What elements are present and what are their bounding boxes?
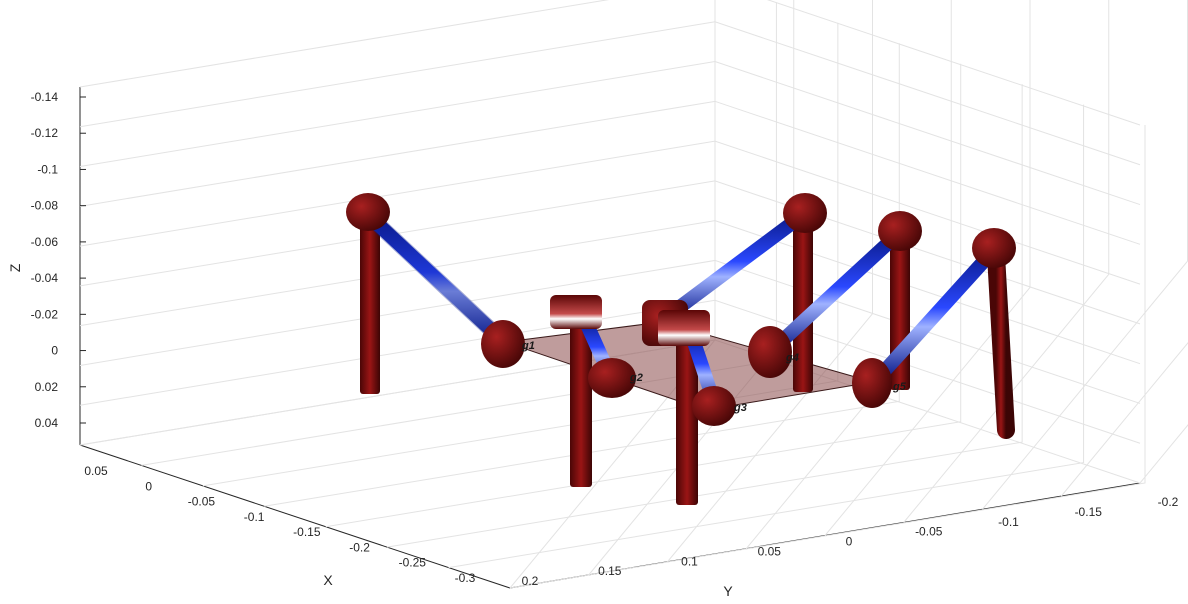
- grid-z-line: [79, 100, 1141, 245]
- grid-z-line: [79, 61, 1141, 206]
- grid-y-line: [1060, 342, 1188, 497]
- leg-3-vertical-rod: [676, 335, 698, 505]
- leg-2-lower-joint: [588, 358, 636, 398]
- x-tick-label: -0.2: [349, 540, 370, 554]
- leg-4-vertical-rod: [793, 222, 813, 392]
- x-tick-labels: 0.05 0 -0.05 -0.1 -0.15 -0.2 -0.25 -0.3: [84, 464, 475, 585]
- grid-y-line: [1139, 424, 1188, 484]
- grid-x-line: [387, 84, 1023, 548]
- leg-3-lower-joint: [692, 386, 736, 426]
- leg-3: [658, 310, 736, 505]
- leg-5-lower-joint: [852, 358, 892, 408]
- leg-4-back: [642, 193, 827, 392]
- y-tick-label: 0.15: [598, 564, 622, 578]
- leg-4b-upper-joint: [878, 211, 922, 251]
- leg-2-vertical-rod: [570, 325, 592, 487]
- leg-4-lower-joint: [748, 326, 792, 378]
- leg-2: [550, 295, 636, 487]
- leg-label-2: g2: [629, 372, 643, 384]
- leg-3-upper-joint: [658, 310, 710, 346]
- leg-5-vertical-rod: [987, 246, 1015, 439]
- z-tick-label: 0.04: [35, 416, 59, 430]
- leg-5-link: [871, 243, 1001, 385]
- z-tick-label: -0.06: [31, 235, 59, 249]
- x-tick-label: -0.05: [188, 495, 216, 509]
- z-tick-label: -0.04: [31, 271, 59, 285]
- z-tick-label: -0.08: [31, 199, 59, 213]
- leg-1-lower-joint: [481, 320, 525, 368]
- z-axis-label: Z: [7, 263, 23, 272]
- grid-y-line: [824, 0, 1031, 536]
- grid-z-line: [79, 0, 1141, 126]
- leg-1-vertical-rod: [360, 218, 380, 394]
- leg-1: [346, 193, 525, 394]
- x-axis-label: X: [323, 572, 333, 588]
- z-tick-label: -0.14: [31, 90, 59, 104]
- grid-x-line: [509, 125, 1146, 589]
- leg-4-link: [765, 228, 904, 357]
- z-tick-label: -0.1: [37, 162, 58, 176]
- leg-1-link: [361, 208, 511, 349]
- y-tick-label: -0.1: [998, 515, 1019, 529]
- leg-label-5: g5: [892, 381, 907, 393]
- grid-y-line: [903, 0, 1110, 523]
- x-tick-label: 0.05: [84, 464, 108, 478]
- y-tick-label: 0.2: [522, 574, 539, 588]
- x-tick-label: 0: [145, 479, 152, 493]
- leg-label-1: g1: [521, 340, 535, 352]
- z-tick-label: -0.02: [31, 307, 59, 321]
- leg-5: [852, 228, 1016, 439]
- leg-2-upper-joint: [550, 295, 602, 329]
- y-tick-label: -0.2: [1158, 495, 1179, 509]
- grid-x-line: [325, 63, 962, 528]
- z-tick-label: -0.12: [31, 126, 59, 140]
- grid-y-line: [667, 0, 873, 563]
- grid-z-line: [79, 21, 1141, 166]
- y-tick-label: -0.15: [1075, 505, 1103, 519]
- z-tick-labels: -0.14 -0.12 -0.1 -0.08 -0.06 -0.04 -0.02 0 0.02 0…: [31, 90, 86, 430]
- z-tick-label: 0.02: [35, 380, 59, 394]
- leg-5-upper-joint: [972, 228, 1016, 268]
- y-tick-label: -0.05: [915, 525, 943, 539]
- grid-x-line: [264, 43, 900, 507]
- leg-4-link-a: [658, 208, 810, 325]
- leg-4-upper-joint: [783, 193, 827, 233]
- y-tick-label: 0.05: [758, 544, 782, 558]
- leg-label-3: g3: [733, 402, 747, 414]
- x-tick-label: -0.1: [244, 510, 265, 524]
- y-tick-label: 0.1: [681, 554, 698, 568]
- grid: [79, 0, 1188, 589]
- x-tick-label: -0.3: [455, 571, 476, 585]
- x-axis-line: [79, 444, 511, 589]
- y-axis-label: Y: [723, 583, 733, 599]
- leg-1-upper-joint: [346, 193, 390, 231]
- x-tick-label: -0.25: [399, 556, 427, 570]
- x-tick-label: -0.15: [293, 525, 321, 539]
- y-tick-label: 0: [846, 535, 853, 549]
- z-tick-label: 0: [51, 344, 58, 358]
- y-tick-labels: 0.2 0.15 0.1 0.05 0 -0.05 -0.1 -0.15 -0.2: [522, 495, 1179, 588]
- grid-x-line: [448, 104, 1085, 569]
- leg-label-4: g4: [785, 352, 799, 364]
